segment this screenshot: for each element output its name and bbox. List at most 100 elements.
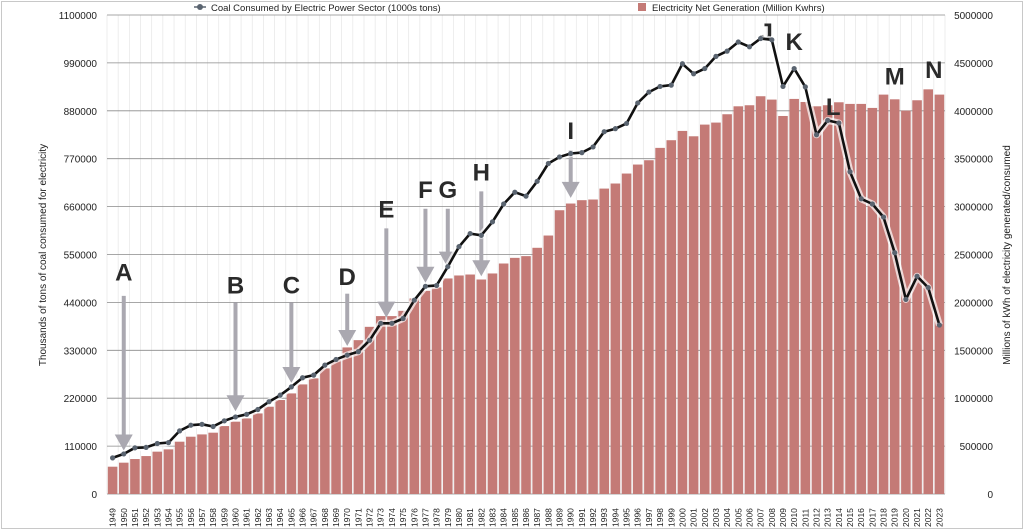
- coal-point-1982: [478, 232, 484, 238]
- annotation-arrow-head-icon: [561, 181, 580, 198]
- annotation-arrow-head-icon: [377, 301, 396, 318]
- y-tick-left: 770000: [64, 155, 98, 166]
- bar-1973: [375, 316, 386, 494]
- x-tick-year: 1981: [465, 508, 475, 527]
- annotation-label-M: M: [885, 64, 905, 91]
- annotation-label-A: A: [115, 260, 132, 287]
- coal-point-2014: [836, 120, 842, 126]
- x-tick-year: 1974: [387, 508, 397, 527]
- coal-point-2007: [758, 35, 764, 42]
- bar-1987: [532, 247, 542, 494]
- bar-1999: [666, 140, 677, 494]
- coal-point-1985: [512, 189, 518, 195]
- coal-point-2021: [914, 273, 920, 279]
- coal-point-2003: [713, 53, 719, 59]
- coal-point-1999: [668, 82, 674, 88]
- bar-1990: [565, 203, 576, 494]
- coal-point-1972: [366, 337, 373, 343]
- x-tick-year: 1986: [521, 508, 531, 527]
- bar-2000: [677, 130, 688, 494]
- x-tick-year: 1957: [197, 508, 207, 527]
- coal-point-1979: [445, 264, 451, 270]
- bar-1952: [141, 456, 151, 494]
- coal-point-2009: [780, 83, 786, 90]
- coal-point-1964: [277, 392, 283, 398]
- bar-1950: [118, 462, 129, 494]
- y-tick-left: 110000: [64, 442, 97, 453]
- annotation-label-D: D: [339, 264, 356, 291]
- x-tick-year: 1963: [264, 508, 274, 527]
- bar-2023: [934, 94, 945, 494]
- annotation-arrow-head-icon: [416, 266, 435, 283]
- coal-point-1977: [422, 283, 429, 289]
- coal-point-1988: [545, 160, 551, 167]
- coal-point-1980: [456, 244, 462, 250]
- bar-1971: [353, 340, 364, 494]
- bar-2008: [767, 99, 777, 494]
- coal-point-1970: [344, 352, 350, 358]
- x-tick-year: 1973: [376, 508, 386, 527]
- x-tick-year: 1964: [275, 508, 285, 527]
- coal-point-1968: [322, 362, 328, 368]
- bar-1961: [241, 418, 252, 494]
- bar-1959: [219, 426, 230, 494]
- bar-2019: [889, 99, 900, 494]
- x-tick-year: 1992: [588, 508, 598, 527]
- bar-1991: [577, 200, 587, 494]
- coal-point-1989: [556, 154, 563, 160]
- y-tick-right: 0: [987, 490, 993, 501]
- coal-point-2023: [936, 322, 943, 328]
- coal-point-1998: [657, 83, 663, 90]
- coal-point-1986: [523, 193, 529, 199]
- bar-1983: [487, 273, 498, 494]
- coal-point-2008: [769, 37, 775, 43]
- coal-point-2016: [858, 196, 864, 202]
- annotation-label-F: F: [418, 177, 433, 204]
- annotation-label-K: K: [785, 29, 803, 56]
- x-tick-year: 1997: [644, 508, 654, 527]
- x-tick-year: 1950: [119, 508, 129, 527]
- x-tick-year: 1990: [566, 508, 576, 527]
- coal-point-1987: [534, 178, 540, 184]
- coal-point-1963: [266, 399, 272, 405]
- x-tick-year: 2021: [912, 508, 922, 527]
- bar-1953: [152, 451, 163, 494]
- x-tick-year: 1979: [443, 508, 453, 527]
- x-tick-year: 2011: [800, 508, 810, 527]
- x-tick-year: 2004: [722, 508, 732, 527]
- y-tick-left: 880000: [64, 107, 98, 118]
- x-tick-year: 1988: [543, 508, 553, 527]
- x-tick-year: 1999: [666, 508, 676, 527]
- coal-point-1961: [244, 411, 250, 417]
- bar-1957: [197, 434, 207, 494]
- axis-labels: 0 110000 220000 330000 440000 550000 660000 770…: [59, 11, 994, 527]
- coal-point-1955: [177, 428, 183, 434]
- bar-2004: [722, 114, 732, 494]
- x-tick-year: 1959: [219, 508, 229, 527]
- x-tick-year: 1983: [487, 508, 497, 527]
- coal-point-1991: [579, 150, 585, 156]
- annotation-arrow-head-icon: [114, 434, 133, 451]
- bar-2002: [699, 124, 710, 494]
- bar-1958: [208, 432, 218, 494]
- x-tick-year: 1954: [163, 508, 173, 527]
- x-tick-year: 1967: [309, 508, 319, 527]
- bar-2003: [711, 122, 721, 494]
- x-tick-year: 1961: [242, 508, 252, 527]
- y-tick-left: 220000: [64, 394, 98, 405]
- bar-1992: [588, 199, 598, 494]
- bar-1949: [107, 466, 118, 494]
- x-tick-year: 2013: [823, 508, 833, 527]
- coal-point-2013: [825, 117, 831, 123]
- y-tick-right: 1500000: [954, 346, 993, 357]
- gridlines: [106, 14, 946, 495]
- coal-point-2018: [880, 214, 887, 220]
- coal-point-1973: [378, 320, 384, 326]
- x-tick-year: 2007: [756, 508, 766, 527]
- annotation-label-L: L: [826, 94, 841, 121]
- coal-point-1958: [210, 423, 216, 430]
- x-tick-year: 2005: [733, 508, 743, 527]
- legend: Coal Consumed by Electric Power Sector (…: [194, 3, 825, 14]
- x-tick-year: 1994: [610, 508, 620, 527]
